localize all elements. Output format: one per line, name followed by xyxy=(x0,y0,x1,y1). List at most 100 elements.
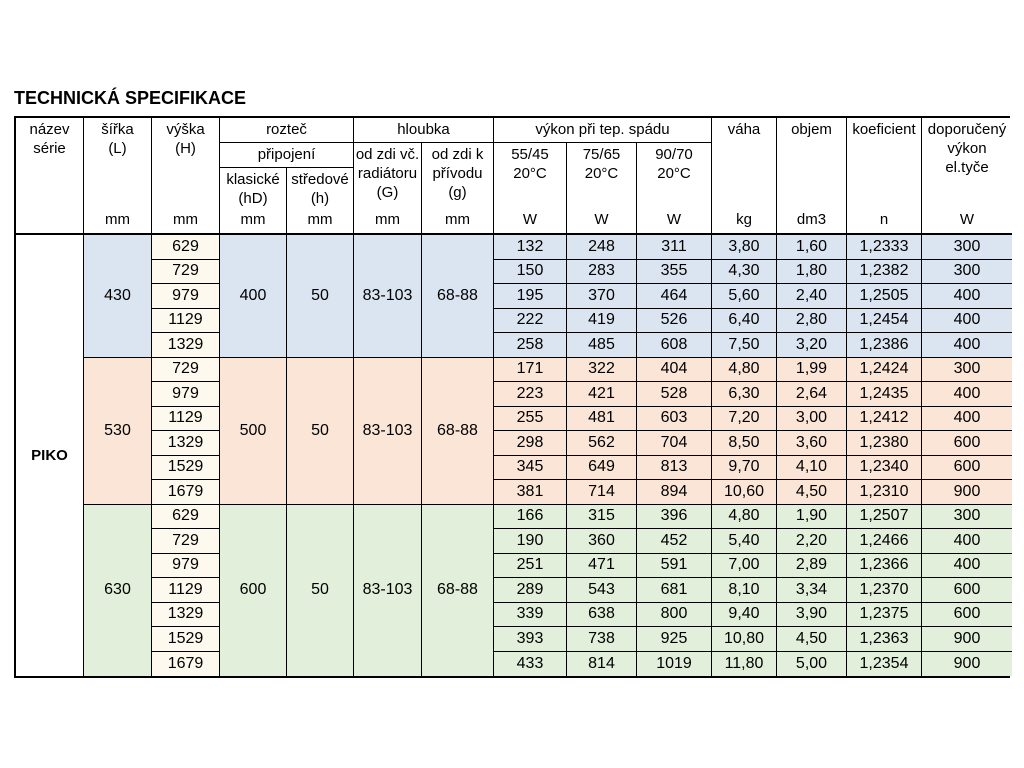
cell-doporuceny-vykon: 400 xyxy=(922,333,1012,358)
cell-vykon-5545: 381 xyxy=(494,480,567,505)
cell-vaha: 9,70 xyxy=(712,455,777,480)
cell-vaha: 11,80 xyxy=(712,651,777,676)
cell-vaha: 10,60 xyxy=(712,480,777,505)
cell-vyska: 629 xyxy=(152,235,220,260)
cell-vaha: 4,80 xyxy=(712,504,777,529)
header-label: od zdi vč. radiátoru (G) xyxy=(355,146,420,201)
header-unit: mm xyxy=(105,211,130,229)
cell-hloubka-privod: 68-88 xyxy=(422,357,494,505)
cell-doporuceny-vykon: 900 xyxy=(922,651,1012,676)
cell-hloubka-radiator: 83-103 xyxy=(354,357,422,505)
cell-objem: 3,90 xyxy=(777,602,847,627)
cell-vykon-5545: 171 xyxy=(494,357,567,382)
cell-objem: 1,80 xyxy=(777,259,847,284)
header-unit: W xyxy=(666,211,682,229)
cell-koeficient: 1,2354 xyxy=(847,651,922,676)
cell-hloubka-radiator: 83-103 xyxy=(354,235,422,358)
spec-table: název série šířka (L) mm výška (H) mm ro… xyxy=(14,116,1012,678)
header-grad-7565: 75/65 20°C W xyxy=(567,143,637,235)
cell-vyska: 1129 xyxy=(152,308,220,333)
cell-doporuceny-vykon: 400 xyxy=(922,553,1012,578)
cell-koeficient: 1,2380 xyxy=(847,431,922,456)
cell-objem: 2,89 xyxy=(777,553,847,578)
cell-vaha: 7,20 xyxy=(712,406,777,431)
header-label: klasické (hD) xyxy=(226,171,280,207)
cell-vykon-5545: 339 xyxy=(494,602,567,627)
cell-doporuceny-vykon: 400 xyxy=(922,284,1012,309)
cell-vaha: 5,40 xyxy=(712,529,777,554)
header-doporuceny-vykon: doporučený výkon el.tyče W xyxy=(922,118,1012,235)
cell-roztec-klasicke: 400 xyxy=(220,235,287,358)
cell-vyska: 1529 xyxy=(152,627,220,652)
cell-vaha: 5,60 xyxy=(712,284,777,309)
cell-vyska: 979 xyxy=(152,382,220,407)
header-stredove: středové (h) mm xyxy=(287,168,354,235)
cell-vaha: 4,30 xyxy=(712,259,777,284)
cell-vykon-5545: 195 xyxy=(494,284,567,309)
cell-vykon-9070: 813 xyxy=(637,455,712,480)
cell-vykon-9070: 894 xyxy=(637,480,712,505)
cell-koeficient: 1,2382 xyxy=(847,259,922,284)
page: TECHNICKÁ SPECIFIKACE název série šířka … xyxy=(14,88,1012,678)
cell-vyska: 1329 xyxy=(152,602,220,627)
header-vykon: výkon při tep. spádu xyxy=(494,118,712,143)
cell-koeficient: 1,2454 xyxy=(847,308,922,333)
header-hloubka: hloubka xyxy=(354,118,494,143)
header-od-zdi-privod: od zdi k přívodu (g) mm xyxy=(422,143,494,235)
cell-koeficient: 1,2412 xyxy=(847,406,922,431)
cell-koeficient: 1,2386 xyxy=(847,333,922,358)
cell-vyska: 729 xyxy=(152,529,220,554)
cell-sirka: 530 xyxy=(84,357,152,505)
header-roztec: rozteč xyxy=(220,118,354,143)
cell-objem: 2,80 xyxy=(777,308,847,333)
cell-vykon-5545: 150 xyxy=(494,259,567,284)
header-label: výkon při tep. spádu xyxy=(535,120,670,138)
cell-doporuceny-vykon: 600 xyxy=(922,602,1012,627)
cell-doporuceny-vykon: 600 xyxy=(922,455,1012,480)
cell-vykon-7565: 638 xyxy=(567,602,637,627)
cell-vykon-9070: 800 xyxy=(637,602,712,627)
cell-doporuceny-vykon: 600 xyxy=(922,578,1012,603)
cell-vykon-7565: 370 xyxy=(567,284,637,309)
cell-doporuceny-vykon: 300 xyxy=(922,504,1012,529)
cell-vykon-5545: 132 xyxy=(494,235,567,260)
cell-vyska: 729 xyxy=(152,357,220,382)
cell-doporuceny-vykon: 600 xyxy=(922,431,1012,456)
cell-vaha: 8,50 xyxy=(712,431,777,456)
header-vyska: výška (H) mm xyxy=(152,118,220,235)
cell-vaha: 10,80 xyxy=(712,627,777,652)
cell-vyska: 1329 xyxy=(152,431,220,456)
cell-vyska: 729 xyxy=(152,259,220,284)
header-label: 90/70 20°C xyxy=(655,146,693,182)
cell-objem: 2,64 xyxy=(777,382,847,407)
cell-vyska: 1529 xyxy=(152,455,220,480)
cell-objem: 1,60 xyxy=(777,235,847,260)
cell-doporuceny-vykon: 400 xyxy=(922,308,1012,333)
page-title: TECHNICKÁ SPECIFIKACE xyxy=(14,88,247,108)
cell-koeficient: 1,2366 xyxy=(847,553,922,578)
cell-vykon-7565: 714 xyxy=(567,480,637,505)
cell-vykon-9070: 526 xyxy=(637,308,712,333)
header-label: objem xyxy=(791,121,832,138)
cell-hloubka-privod: 68-88 xyxy=(422,235,494,358)
cell-vykon-7565: 485 xyxy=(567,333,637,358)
cell-vykon-5545: 433 xyxy=(494,651,567,676)
cell-vykon-9070: 1019 xyxy=(637,651,712,676)
cell-vykon-5545: 393 xyxy=(494,627,567,652)
cell-vykon-7565: 322 xyxy=(567,357,637,382)
series-cell: PIKO xyxy=(16,235,84,676)
cell-koeficient: 1,2310 xyxy=(847,480,922,505)
cell-vykon-9070: 396 xyxy=(637,504,712,529)
cell-vykon-9070: 311 xyxy=(637,235,712,260)
cell-objem: 3,00 xyxy=(777,406,847,431)
cell-vykon-5545: 298 xyxy=(494,431,567,456)
cell-vyska: 979 xyxy=(152,553,220,578)
header-label: koeficient xyxy=(852,121,916,138)
cell-vaha: 8,10 xyxy=(712,578,777,603)
cell-vykon-9070: 528 xyxy=(637,382,712,407)
cell-vykon-5545: 223 xyxy=(494,382,567,407)
cell-vyska: 1679 xyxy=(152,480,220,505)
header-label: středové (h) xyxy=(291,171,349,207)
header-label: název série xyxy=(29,121,70,157)
cell-vyska: 1679 xyxy=(152,651,220,676)
